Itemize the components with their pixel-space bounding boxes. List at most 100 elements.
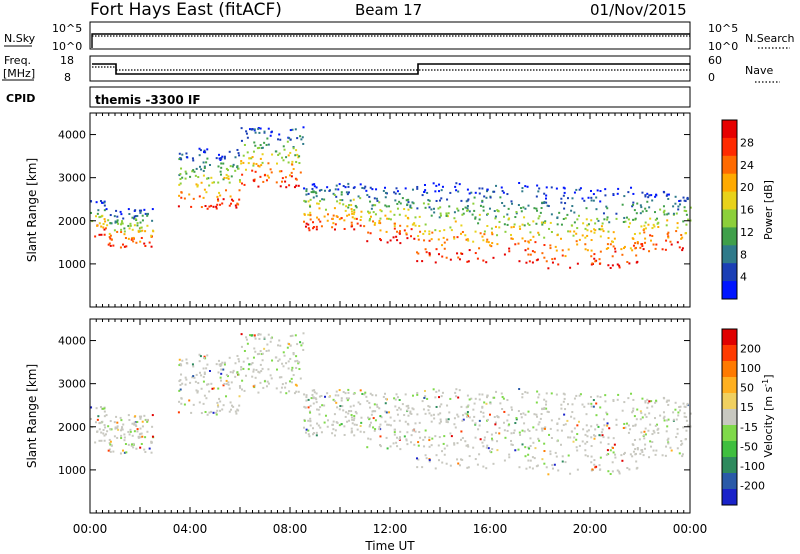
power-point — [438, 190, 441, 193]
power-point — [388, 205, 391, 208]
velocity-point — [270, 377, 273, 380]
power-point — [525, 261, 528, 264]
velocity-point — [593, 463, 596, 466]
power-point — [639, 204, 642, 207]
velocity-point — [136, 420, 139, 423]
power-point — [494, 215, 497, 218]
power-point — [223, 176, 226, 179]
power-point — [456, 236, 459, 239]
velocity-point — [682, 402, 685, 405]
power-point — [261, 146, 264, 149]
power-point — [205, 161, 208, 164]
velocity-point — [331, 432, 334, 435]
velocity-point — [457, 415, 460, 418]
velocity-point — [103, 415, 106, 418]
velocity-point — [359, 430, 362, 433]
power-point — [382, 189, 385, 192]
power-point — [324, 208, 327, 211]
power-point — [102, 226, 105, 229]
velocity-point — [215, 363, 218, 366]
velocity-point — [466, 405, 469, 408]
velocity-point — [643, 430, 646, 433]
power-point — [218, 157, 221, 160]
power-point — [183, 197, 186, 200]
power-point — [617, 187, 620, 190]
power-point — [133, 217, 136, 220]
velocity-point — [442, 442, 445, 445]
power-point — [577, 214, 580, 217]
power-point — [569, 266, 572, 269]
power-point — [256, 147, 259, 150]
velocity-point — [240, 345, 243, 348]
power-point — [649, 239, 652, 242]
power-point — [350, 208, 353, 211]
velocity-point — [123, 433, 126, 436]
power-point — [594, 260, 597, 263]
colorbar-segment — [722, 137, 737, 157]
power-point — [398, 193, 401, 196]
power-point — [551, 258, 554, 261]
velocity-point — [464, 440, 467, 443]
power-point — [240, 162, 243, 165]
freq-panel — [89, 55, 691, 82]
power-point — [217, 199, 220, 202]
velocity-point — [294, 334, 297, 337]
velocity-point — [681, 455, 684, 458]
power-point — [150, 245, 153, 248]
velocity-point — [236, 354, 239, 357]
velocity-point — [416, 391, 419, 394]
velocity-point — [234, 362, 237, 365]
power-point — [133, 224, 136, 227]
velocity-point — [434, 467, 437, 470]
power-point — [252, 150, 255, 153]
power-point — [315, 192, 318, 195]
velocity-point — [128, 433, 131, 436]
power-point — [541, 223, 544, 226]
velocity-point — [616, 469, 619, 472]
power-point — [674, 202, 677, 205]
velocity-point — [464, 412, 467, 415]
velocity-point — [520, 416, 523, 419]
power-point — [609, 243, 612, 246]
power-point — [646, 192, 649, 195]
power-point — [611, 240, 614, 243]
velocity-point — [669, 446, 672, 449]
power-point — [109, 214, 112, 217]
velocity-point — [98, 422, 101, 425]
velocity-point — [203, 355, 206, 358]
velocity-point — [290, 377, 293, 380]
power-point — [265, 143, 268, 146]
power-point — [384, 196, 387, 199]
power-point — [301, 136, 304, 139]
power-point — [445, 214, 448, 217]
power-point — [585, 207, 588, 210]
velocity-point — [532, 441, 535, 444]
velocity-point — [634, 423, 637, 426]
power-point — [584, 243, 587, 246]
velocity-point — [202, 367, 205, 370]
y-tick-label: 2000 — [58, 421, 86, 434]
power-point — [293, 186, 296, 189]
power-point — [314, 191, 317, 194]
velocity-point — [203, 372, 206, 375]
velocity-point — [519, 433, 522, 436]
power-point — [616, 263, 619, 266]
power-point — [180, 158, 183, 161]
power-point — [523, 216, 526, 219]
velocity-point — [350, 427, 353, 430]
power-point — [495, 184, 498, 187]
velocity-point — [107, 425, 110, 428]
power-point — [184, 170, 187, 173]
velocity-point — [458, 389, 461, 392]
velocity-point — [350, 414, 353, 417]
power-point — [496, 210, 499, 213]
power-point — [467, 260, 470, 263]
velocity-point — [245, 336, 248, 339]
colorbar-segment — [722, 263, 737, 282]
power-point — [101, 214, 104, 217]
power-point — [350, 224, 353, 227]
velocity-point — [604, 394, 607, 397]
power-point — [564, 202, 567, 205]
power-point — [180, 167, 183, 170]
